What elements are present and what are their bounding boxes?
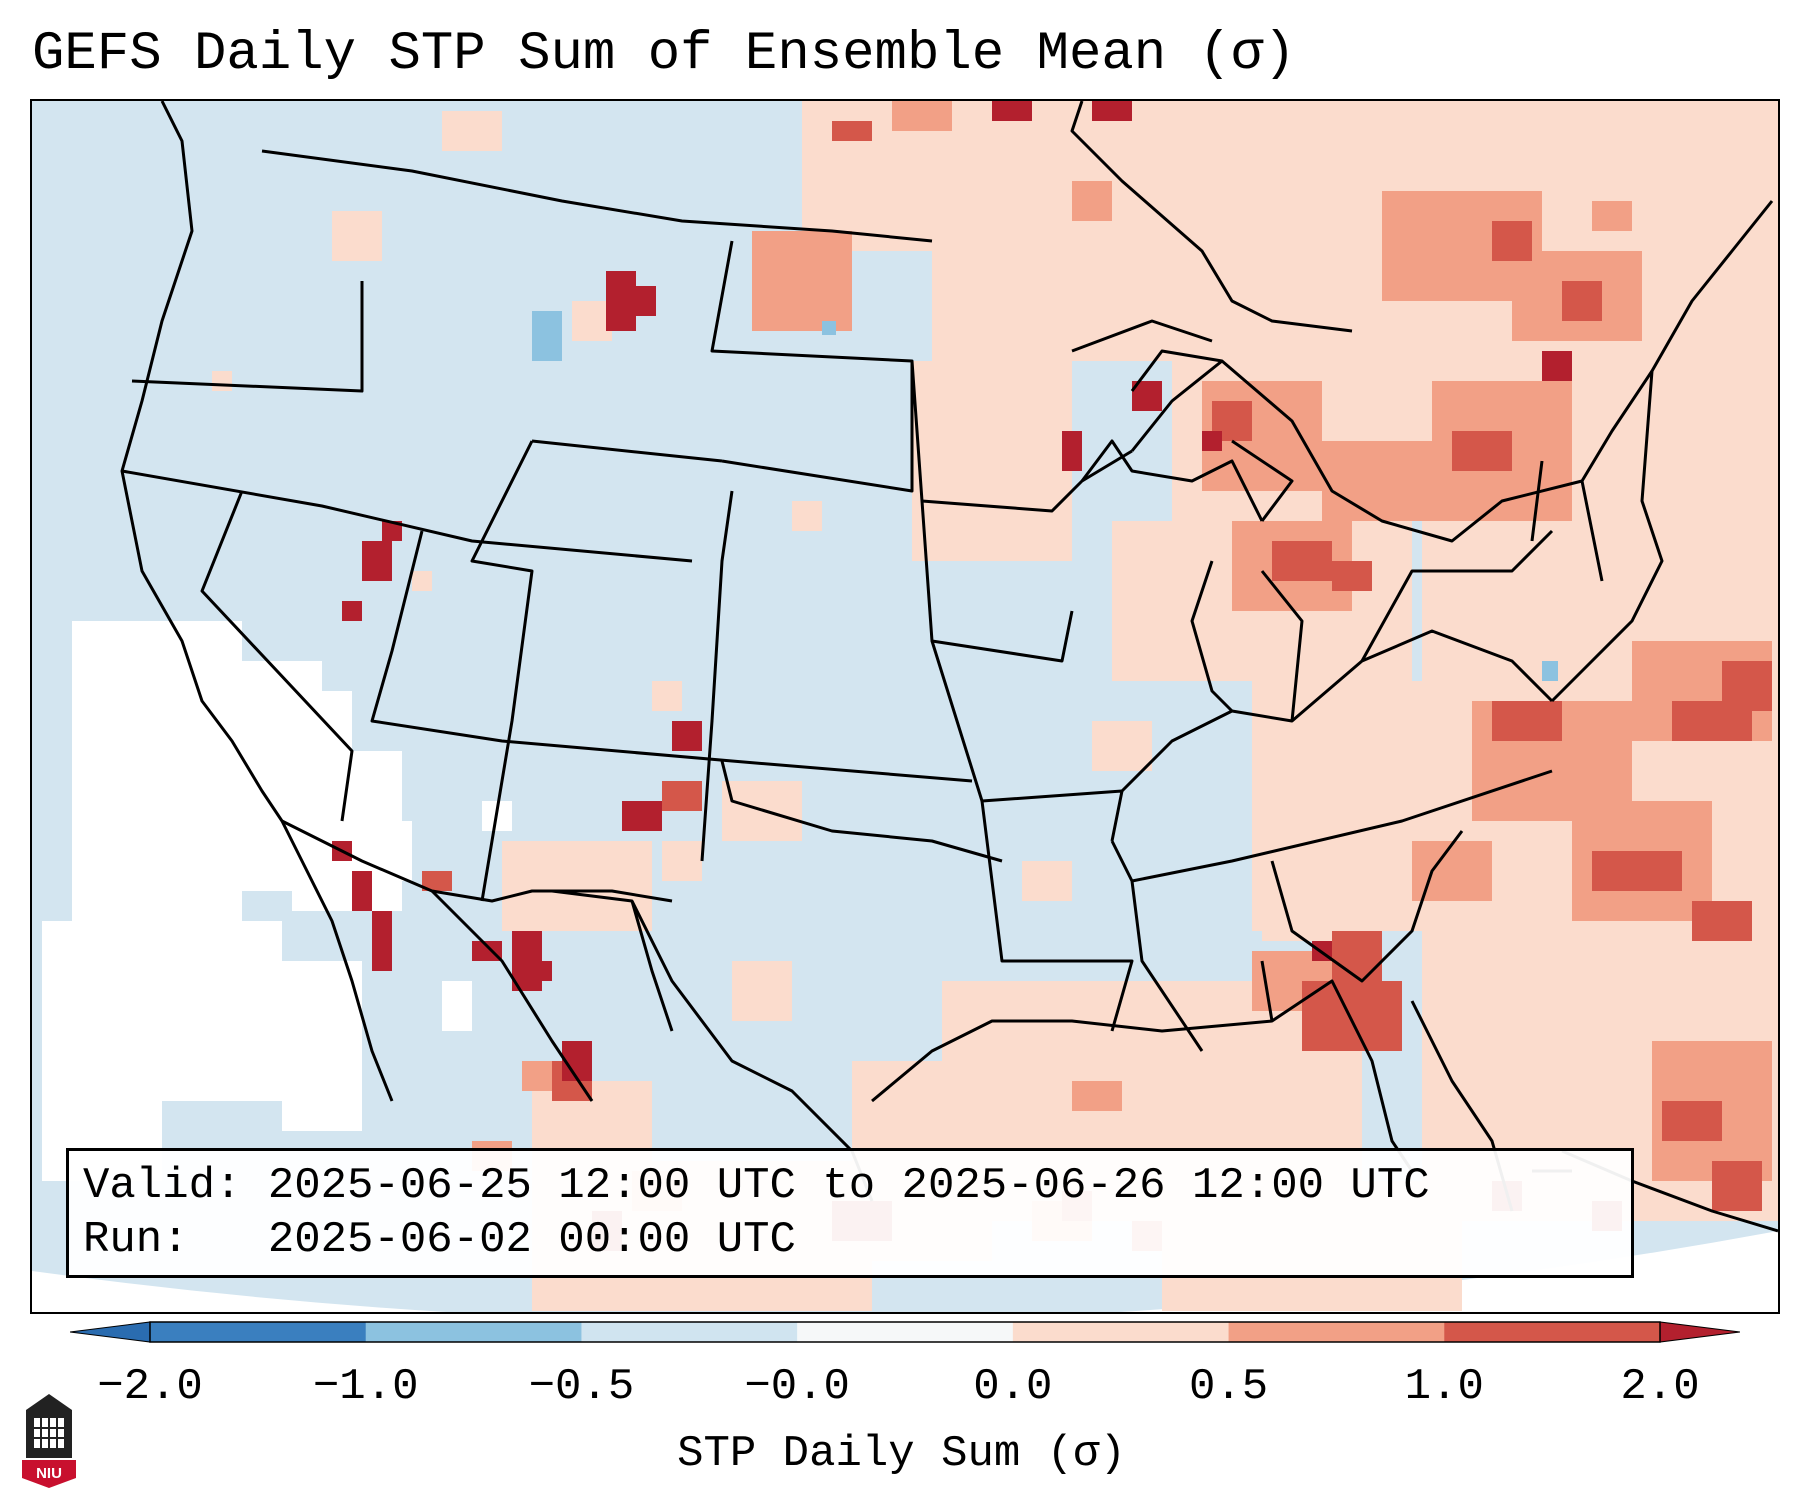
valid-run-info-box: Valid: 2025-06-25 12:00 UTC to 2025-06-2… [66, 1148, 1634, 1278]
negative-specks [532, 311, 1558, 681]
svg-text:NIU: NIU [36, 1465, 62, 1482]
colorbar-tick-label: −0.5 [528, 1362, 635, 1412]
colorbar-tick-label: 0.0 [973, 1362, 1053, 1412]
colorbar-segment [1444, 1322, 1661, 1342]
valid-value: 2025-06-25 12:00 UTC to 2025-06-26 12:00… [267, 1161, 1430, 1211]
university-seal-icon: NIU [18, 1390, 80, 1490]
run-label: Run: [83, 1215, 189, 1265]
colorbar-tick-label: −0.0 [744, 1362, 850, 1412]
colorbar-segment [1228, 1322, 1445, 1342]
colorbar-outline [149, 1321, 1661, 1343]
moderate-positive-regions [472, 101, 1772, 1241]
chart-title: GEFS Daily STP Sum of Ensemble Mean (σ) [32, 24, 1296, 85]
colorbar-label: STP Daily Sum (σ) [677, 1429, 1126, 1479]
map-panel [30, 99, 1780, 1314]
strong-positive-regions [422, 121, 1772, 1251]
colorbar-segment [581, 1322, 798, 1342]
run-value: 2025-06-02 00:00 UTC [267, 1215, 796, 1265]
colorbar-extend-high [1659, 1321, 1741, 1343]
colorbar-segment [797, 1322, 1014, 1342]
colorbar-segment [1012, 1322, 1230, 1342]
run-row: Run: 2025-06-02 00:00 UTC [83, 1213, 1617, 1267]
stp-map [32, 101, 1778, 1312]
colorbar-tick-label: 0.5 [1188, 1362, 1269, 1412]
colorbar-svg [69, 1321, 1741, 1343]
neutral-region-pacific [42, 621, 512, 1181]
colorbar-tick-label: −1.0 [312, 1362, 419, 1412]
colorbar-tick-label: 2.0 [1620, 1362, 1700, 1412]
colorbar [69, 1320, 1741, 1344]
valid-row: Valid: 2025-06-25 12:00 UTC to 2025-06-2… [83, 1159, 1617, 1213]
colorbar-tick-label: 1.0 [1404, 1362, 1484, 1412]
colorbar-tick-label: −2.0 [97, 1362, 203, 1412]
state-boundaries [120, 101, 1778, 1233]
colorbar-segment [150, 1322, 367, 1342]
valid-label: Valid: [83, 1161, 242, 1211]
colorbar-extend-low [69, 1321, 151, 1343]
colorbar-segment [365, 1322, 582, 1342]
